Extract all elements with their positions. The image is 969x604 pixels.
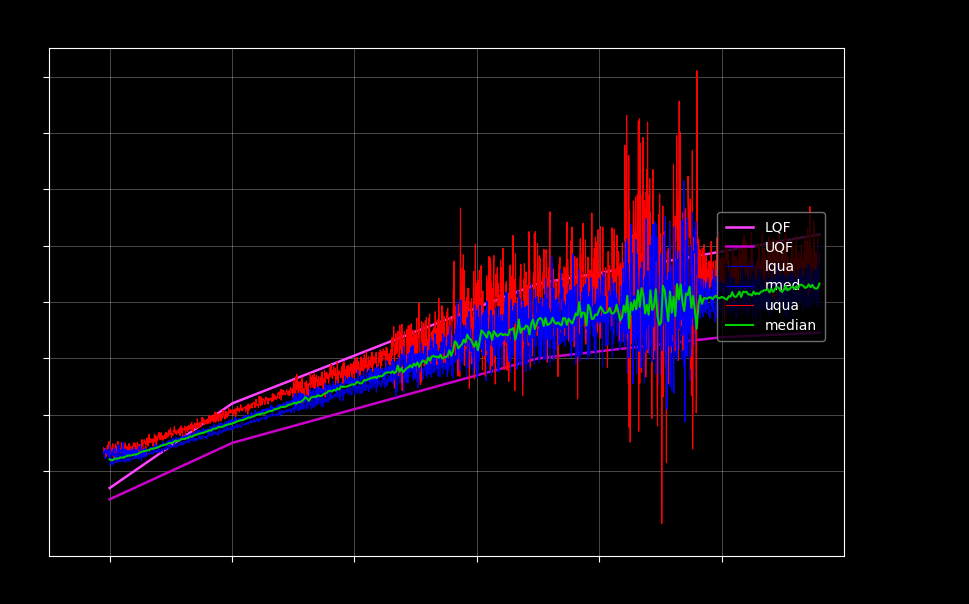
uqua: [690, 67, 702, 74]
Line: UQF: UQF: [109, 333, 819, 500]
rmed: [141, 448, 152, 455]
uqua: [663, 247, 674, 254]
rmed: [104, 452, 115, 460]
rmed: [449, 335, 460, 342]
LQF: [615, 265, 627, 272]
LQF: [619, 265, 631, 272]
lqua: [793, 291, 804, 298]
rmed: [813, 274, 825, 281]
lqua: [104, 461, 115, 469]
uqua: [104, 455, 115, 462]
median: [106, 457, 117, 464]
LQF: [104, 484, 115, 492]
lqua: [662, 300, 673, 307]
UQF: [385, 396, 396, 403]
LQF: [813, 231, 825, 238]
uqua: [429, 325, 441, 332]
uqua: [793, 263, 804, 270]
UQF: [619, 345, 631, 352]
rmed: [677, 177, 689, 184]
median: [617, 302, 629, 309]
LQF: [385, 338, 396, 345]
median: [191, 431, 203, 439]
LQF: [189, 425, 201, 432]
Legend: LQF, UQF, lqua, rmed, uqua, median: LQF, UQF, lqua, rmed, uqua, median: [717, 213, 825, 341]
rmed: [793, 266, 804, 274]
uqua: [449, 306, 460, 313]
Line: median: median: [109, 283, 819, 460]
lqua: [449, 338, 460, 345]
UQF: [104, 496, 115, 503]
UQF: [334, 410, 346, 417]
uqua: [655, 520, 667, 527]
Line: rmed: rmed: [109, 181, 819, 462]
rmed: [107, 458, 118, 466]
lqua: [140, 449, 151, 457]
rmed: [793, 282, 804, 289]
lqua: [672, 214, 683, 221]
median: [104, 455, 115, 463]
median: [336, 383, 348, 390]
lqua: [793, 294, 804, 301]
median: [387, 368, 398, 375]
UQF: [615, 345, 627, 352]
uqua: [793, 268, 804, 275]
uqua: [813, 254, 825, 261]
rmed: [430, 352, 442, 359]
Line: LQF: LQF: [109, 234, 819, 488]
LQF: [334, 357, 346, 364]
Line: uqua: uqua: [109, 71, 819, 524]
median: [551, 319, 563, 326]
lqua: [813, 298, 825, 305]
Line: lqua: lqua: [109, 217, 819, 465]
median: [621, 292, 633, 300]
LQF: [549, 277, 561, 284]
UQF: [813, 329, 825, 336]
rmed: [663, 269, 674, 276]
lqua: [429, 356, 441, 363]
uqua: [140, 442, 151, 449]
UQF: [189, 457, 201, 464]
median: [813, 280, 825, 287]
UQF: [549, 353, 561, 360]
